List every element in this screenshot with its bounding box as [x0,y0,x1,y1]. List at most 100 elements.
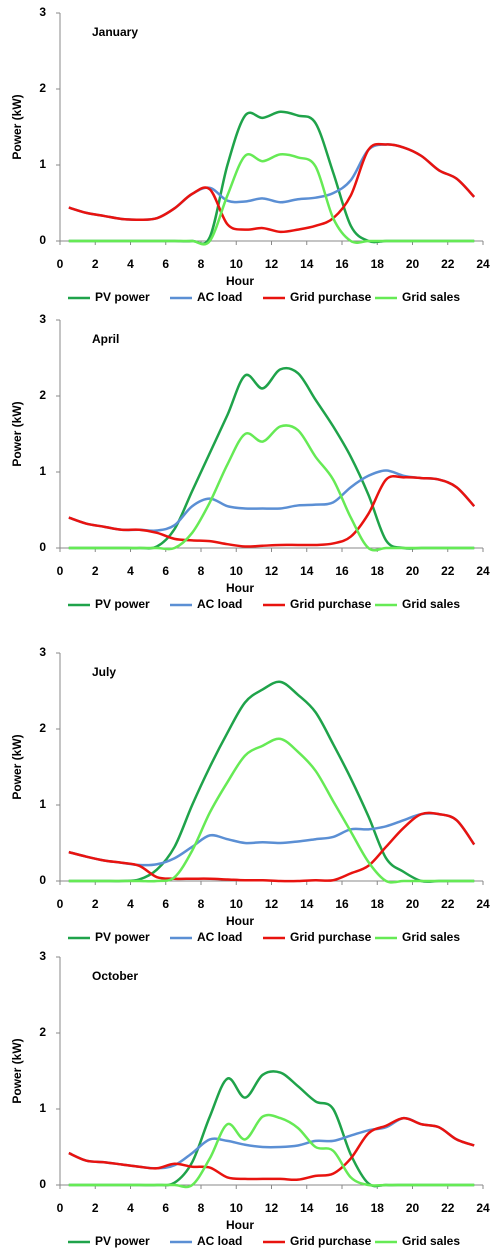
legend-label: PV power [95,930,150,944]
y-axis-label: Power (kW) [10,1038,24,1103]
x-tick-label: 22 [441,564,455,578]
y-tick-label: 0 [39,1177,46,1191]
legend-label: AC load [197,930,242,944]
y-tick-label: 2 [39,388,46,402]
y-tick-label: 3 [39,645,46,659]
series-line [68,1113,475,1189]
series-line [68,366,475,550]
series-line [68,1116,475,1182]
series-line [68,680,475,883]
x-tick-label: 8 [198,1201,205,1215]
x-tick-label: 6 [162,257,169,271]
x-tick-label: 24 [476,897,490,911]
y-axis-label: Power (kW) [10,734,24,799]
series-line [68,152,475,246]
x-tick-label: 22 [441,257,455,271]
x-tick-label: 10 [230,257,244,271]
y-tick-label: 3 [39,5,46,19]
x-tick-label: 24 [476,257,490,271]
x-axis-label: Hour [226,581,254,595]
legend-label: AC load [197,1234,242,1248]
x-tick-label: 14 [300,897,314,911]
x-tick-label: 6 [162,897,169,911]
y-tick-label: 2 [39,1025,46,1039]
y-tick-label: 3 [39,949,46,963]
y-tick-label: 0 [39,233,46,247]
series-line [68,811,476,883]
legend-label: AC load [197,290,242,304]
x-tick-label: 8 [198,257,205,271]
y-tick-label: 0 [39,540,46,554]
series-line [68,737,475,884]
y-axis-label: Power (kW) [10,94,24,159]
series-line [68,142,476,234]
x-axis-label: Hour [226,1218,254,1232]
x-tick-label: 24 [476,564,490,578]
legend-label: Grid sales [402,290,460,304]
legend-label: Grid purchase [290,1234,372,1248]
x-tick-label: 10 [230,897,244,911]
y-tick-label: 2 [39,81,46,95]
x-tick-label: 14 [300,257,314,271]
x-tick-label: 20 [406,897,420,911]
legend-label: Grid purchase [290,597,372,611]
x-tick-label: 20 [406,564,420,578]
x-tick-label: 8 [198,897,205,911]
x-tick-label: 10 [230,564,244,578]
x-tick-label: 10 [230,1201,244,1215]
x-tick-label: 2 [92,1201,99,1215]
x-tick-label: 18 [371,1201,385,1215]
x-tick-label: 12 [265,1201,279,1215]
series-line [68,1116,475,1170]
series-line [68,812,476,867]
x-tick-label: 4 [127,1201,134,1215]
series-line [68,424,475,552]
chart-title: October [92,969,138,983]
y-tick-label: 1 [39,157,46,171]
legend-label: PV power [95,1234,150,1248]
x-tick-label: 16 [335,897,349,911]
x-tick-label: 16 [335,564,349,578]
x-tick-label: 20 [406,1201,420,1215]
legend-label: Grid sales [402,930,460,944]
x-tick-label: 12 [265,257,279,271]
x-tick-label: 14 [300,564,314,578]
x-tick-label: 2 [92,897,99,911]
series-line [68,1070,475,1188]
x-tick-label: 6 [162,564,169,578]
x-tick-label: 20 [406,257,420,271]
x-tick-label: 22 [441,897,455,911]
x-tick-label: 12 [265,897,279,911]
legend-label: Grid sales [402,597,460,611]
x-tick-label: 0 [57,1201,64,1215]
x-tick-label: 4 [127,897,134,911]
x-tick-label: 18 [371,897,385,911]
y-tick-label: 3 [39,312,46,326]
x-tick-label: 4 [127,257,134,271]
x-tick-label: 2 [92,257,99,271]
series-line [68,110,475,246]
x-tick-label: 22 [441,1201,455,1215]
y-tick-label: 1 [39,464,46,478]
chart-title: April [92,332,119,346]
series-line [68,469,476,532]
x-tick-label: 16 [335,1201,349,1215]
legend-label: Grid purchase [290,930,372,944]
x-tick-label: 18 [371,564,385,578]
x-tick-label: 24 [476,1201,490,1215]
x-tick-label: 4 [127,564,134,578]
y-tick-label: 1 [39,797,46,811]
y-tick-label: 0 [39,873,46,887]
legend-label: Grid sales [402,1234,460,1248]
x-tick-label: 12 [265,564,279,578]
legend-label: Grid purchase [290,290,372,304]
legend-label: PV power [95,290,150,304]
x-tick-label: 14 [300,1201,314,1215]
x-tick-label: 0 [57,564,64,578]
series-line [68,143,476,221]
x-tick-label: 2 [92,564,99,578]
x-tick-label: 16 [335,257,349,271]
x-tick-label: 8 [198,564,205,578]
legend-label: PV power [95,597,150,611]
